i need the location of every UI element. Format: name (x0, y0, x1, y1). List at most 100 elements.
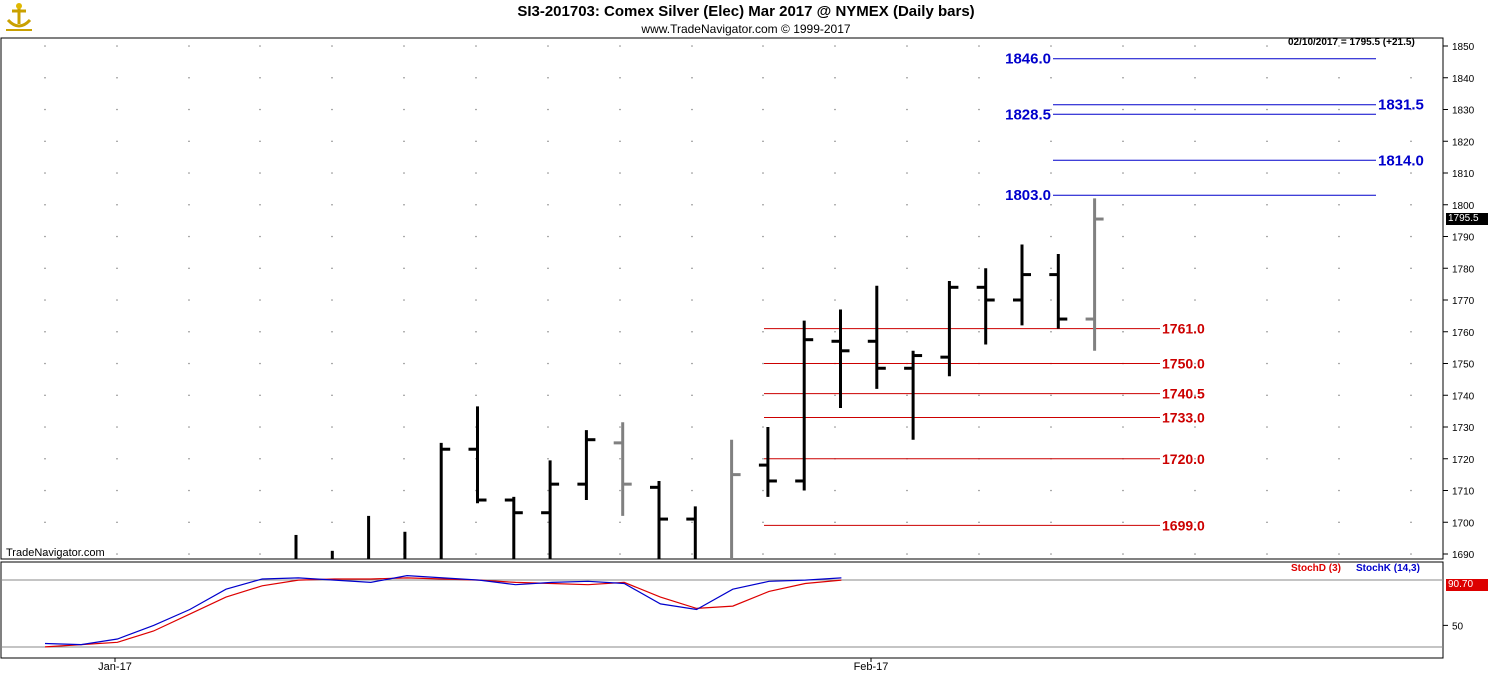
grid-dot (259, 362, 261, 365)
grid-dot (1338, 140, 1340, 143)
grid-dot (403, 362, 405, 365)
grid-dot (1194, 267, 1196, 270)
grid-dot (906, 203, 908, 206)
grid-dot (331, 108, 333, 111)
grid-dot (906, 45, 908, 47)
grid-dot (188, 108, 190, 111)
grid-dot (691, 426, 693, 428)
grid-dot (547, 457, 549, 460)
grid-dot (834, 140, 836, 143)
grid-dot (475, 172, 477, 174)
date-axis-label: Feb-17 (854, 661, 889, 673)
grid-dot (978, 330, 980, 333)
grid-dot (1122, 45, 1124, 47)
grid-dot (691, 299, 693, 301)
grid-dot (762, 553, 764, 555)
grid-dot (1050, 426, 1052, 428)
grid-dot (1338, 489, 1340, 492)
grid-dot (116, 489, 118, 492)
grid-dot (116, 553, 118, 555)
level-label-1750.0: 1750.0 (1162, 356, 1205, 372)
grid-dot (762, 108, 764, 111)
grid-dot (331, 45, 333, 47)
grid-dot (259, 172, 261, 174)
grid-dot (1050, 299, 1052, 301)
grid-dot (1338, 521, 1340, 524)
grid-dot (403, 457, 405, 460)
grid-dot (547, 203, 549, 206)
grid-dot (331, 235, 333, 238)
grid-dot (1050, 172, 1052, 174)
grid-dot (762, 203, 764, 206)
grid-dot (1050, 521, 1052, 524)
grid-dot (691, 235, 693, 238)
chart-subtitle: www.TradeNavigator.com © 1999-2017 (641, 22, 851, 36)
grid-dot (978, 108, 980, 111)
grid-dot (1410, 330, 1412, 333)
grid-dot (691, 172, 693, 174)
grid-dot (619, 362, 621, 365)
grid-dot (906, 426, 908, 428)
grid-dot (1194, 140, 1196, 143)
grid-dot (116, 330, 118, 333)
grid-dot (762, 45, 764, 47)
grid-dot (331, 521, 333, 524)
grid-dot (1266, 426, 1268, 428)
grid-dot (834, 521, 836, 524)
grid-dot (619, 299, 621, 301)
chart-title: SI3-201703: Comex Silver (Elec) Mar 2017… (517, 3, 975, 20)
grid-dot (1410, 108, 1412, 111)
grid-dot (906, 235, 908, 238)
grid-dot (547, 172, 549, 174)
grid-dot (906, 172, 908, 174)
grid-dot (1266, 394, 1268, 397)
grid-dot (1410, 521, 1412, 524)
grid-dot (188, 267, 190, 270)
grid-dot (691, 76, 693, 79)
grid-dot (475, 299, 477, 301)
level-label-1699.0: 1699.0 (1162, 517, 1205, 533)
grid-dot (834, 299, 836, 301)
grid-dot (1266, 203, 1268, 206)
grid-dot (259, 489, 261, 492)
grid-dot (762, 394, 764, 397)
current-indicator-tag: 90.70 (1446, 579, 1488, 592)
grid-dot (1410, 267, 1412, 270)
grid-dot (619, 457, 621, 460)
grid-dot (44, 172, 46, 174)
grid-dot (691, 203, 693, 206)
grid-dot (1266, 172, 1268, 174)
grid-dot (1194, 553, 1196, 555)
grid-dot (331, 299, 333, 301)
price-axis-label: 1730 (1452, 423, 1475, 434)
grid-dot (259, 426, 261, 428)
grid-dot (1122, 394, 1124, 397)
grid-dot (978, 45, 980, 47)
date-axis: Jan-17 Feb-17 (98, 658, 888, 673)
price-axis-label: 1690 (1452, 550, 1475, 561)
grid-dot (1194, 45, 1196, 47)
grid-dot (1194, 330, 1196, 333)
grid-dot (906, 140, 908, 143)
grid-dot (978, 172, 980, 174)
trade-navigator-logo (6, 3, 32, 31)
grid-dot (547, 330, 549, 333)
grid-dot (1338, 203, 1340, 206)
grid-dot (44, 521, 46, 524)
grid-dot (547, 45, 549, 47)
grid-dot (475, 330, 477, 333)
grid-dot (619, 521, 621, 524)
grid-dot (1050, 235, 1052, 238)
grid-dot (834, 489, 836, 492)
grid-dot (978, 140, 980, 143)
grid-dot (475, 362, 477, 365)
grid-dot (1410, 203, 1412, 206)
grid-dot (906, 330, 908, 333)
grid-dot (1122, 553, 1124, 555)
last-value-label: 02/10/2017 = 1795.5 (+21.5) (1288, 37, 1415, 48)
price-axis-label: 1710 (1452, 487, 1475, 498)
grid-dot (619, 394, 621, 397)
grid-dot (1410, 457, 1412, 460)
grid-dot (403, 394, 405, 397)
grid-dot (44, 76, 46, 79)
